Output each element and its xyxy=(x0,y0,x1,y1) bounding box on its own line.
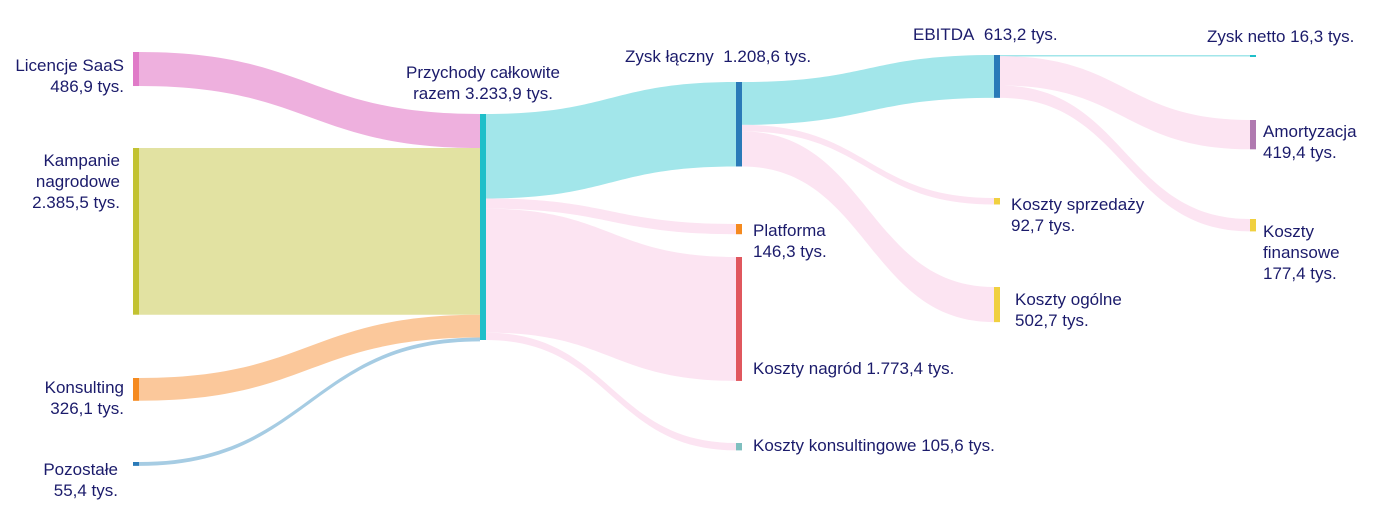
labels-layer: Licencje SaaS 486,9 tys. Kampanie nagrodowe… xyxy=(15,25,1357,500)
label-platforma: Platforma 146,3 tys. xyxy=(753,221,827,261)
label-finansowe-line-1: Koszty xyxy=(1263,222,1315,241)
node-konsulting xyxy=(133,378,139,401)
node-netto xyxy=(1250,55,1256,57)
label-kampanie-line-1: Kampanie xyxy=(43,151,120,170)
label-sprzedazy-line-1: Koszty sprzedaży xyxy=(1011,195,1145,214)
link-zysk-ogolne xyxy=(742,131,994,323)
label-zysk: Zysk łączny 1.208,6 tys. xyxy=(625,47,811,66)
label-ogolne-line-1: Koszty ogólne xyxy=(1015,290,1122,309)
label-konsulting: Konsulting 326,1 tys. xyxy=(45,378,124,418)
link-saas-przychody xyxy=(139,52,480,149)
link-przychody-platforma xyxy=(486,198,736,235)
label-konsulting-line-2: 326,1 tys. xyxy=(50,399,124,418)
label-ogolne: Koszty ogólne 502,7 tys. xyxy=(1015,290,1122,330)
label-platforma-line-2: 146,3 tys. xyxy=(753,242,827,261)
label-netto-line-1: Zysk netto 16,3 tys. xyxy=(1207,27,1354,46)
label-platforma-line-1: Platforma xyxy=(753,221,826,240)
node-nagrody xyxy=(736,257,742,381)
link-pozostale-przychody xyxy=(139,337,480,466)
label-pozostale-line-2: 55,4 tys. xyxy=(54,481,118,500)
node-finansowe xyxy=(1250,219,1256,232)
label-sprzedazy-line-2: 92,7 tys. xyxy=(1011,216,1075,235)
link-ebitda-netto xyxy=(1000,55,1250,57)
label-finansowe-line-2: finansowe xyxy=(1263,243,1340,262)
label-nagrody-line-1: Koszty nagród 1.773,4 tys. xyxy=(753,359,954,378)
label-finansowe-line-3: 177,4 tys. xyxy=(1263,264,1337,283)
node-amortyzacja xyxy=(1250,120,1256,150)
label-kampanie-line-2: nagrodowe xyxy=(36,172,120,191)
label-sprzedazy: Koszty sprzedaży 92,7 tys. xyxy=(1011,195,1145,235)
link-ebitda-finansowe xyxy=(1000,85,1250,232)
label-saas-line-2: 486,9 tys. xyxy=(50,77,124,96)
label-nagrody: Koszty nagród 1.773,4 tys. xyxy=(753,359,954,378)
node-pozostale xyxy=(133,462,139,466)
label-ebitda-line-1: EBITDA 613,2 tys. xyxy=(913,25,1058,44)
label-amortyzacja-line-2: 419,4 tys. xyxy=(1263,143,1337,162)
label-amortyzacja-line-1: Amortyzacja xyxy=(1263,122,1357,141)
link-konsulting-przychody xyxy=(139,314,480,401)
label-netto: Zysk netto 16,3 tys. xyxy=(1207,27,1354,46)
node-sprzedazy xyxy=(994,198,1000,205)
link-zysk-sprzedazy xyxy=(742,124,994,205)
label-ebitda: EBITDA 613,2 tys. xyxy=(913,25,1058,44)
label-saas: Licencje SaaS 486,9 tys. xyxy=(15,56,124,96)
label-ogolne-line-2: 502,7 tys. xyxy=(1015,311,1089,330)
link-przychody-konsultingowe xyxy=(486,332,736,451)
nodes-layer xyxy=(133,52,1256,466)
label-saas-line-1: Licencje SaaS xyxy=(15,56,124,75)
link-kampanie-przychody xyxy=(139,148,480,315)
label-zysk-line-1: Zysk łączny 1.208,6 tys. xyxy=(625,47,811,66)
label-przychody-line-2: razem 3.233,9 tys. xyxy=(413,84,553,103)
label-konsultingowe: Koszty konsultingowe 105,6 tys. xyxy=(753,436,995,455)
link-przychody-zysk xyxy=(486,82,736,199)
node-przychody xyxy=(480,114,486,340)
label-finansowe: Koszty finansowe 177,4 tys. xyxy=(1263,222,1340,283)
link-przychody-nagrody xyxy=(486,208,736,381)
label-przychody-line-1: Przychody całkowite xyxy=(406,63,560,82)
node-zysk xyxy=(736,82,742,167)
link-zysk-ebitda xyxy=(742,55,994,125)
label-konsultingowe-line-1: Koszty konsultingowe 105,6 tys. xyxy=(753,436,995,455)
node-kampanie xyxy=(133,148,139,315)
node-saas xyxy=(133,52,139,87)
node-konsultingowe xyxy=(736,443,742,451)
label-pozostale-line-1: Pozostałe xyxy=(43,460,118,479)
node-ebitda xyxy=(994,55,1000,98)
label-kampanie: Kampanie nagrodowe 2.385,5 tys. xyxy=(32,151,120,212)
label-kampanie-line-3: 2.385,5 tys. xyxy=(32,193,120,212)
node-ogolne xyxy=(994,287,1000,323)
label-konsulting-line-1: Konsulting xyxy=(45,378,124,397)
label-pozostale: Pozostałe 55,4 tys. xyxy=(43,460,118,500)
node-platforma xyxy=(736,224,742,235)
link-ebitda-amortyzacja xyxy=(1000,56,1250,150)
links-layer xyxy=(139,52,1250,466)
label-przychody: Przychody całkowite razem 3.233,9 tys. xyxy=(406,63,560,103)
label-amortyzacja: Amortyzacja 419,4 tys. xyxy=(1263,122,1357,162)
